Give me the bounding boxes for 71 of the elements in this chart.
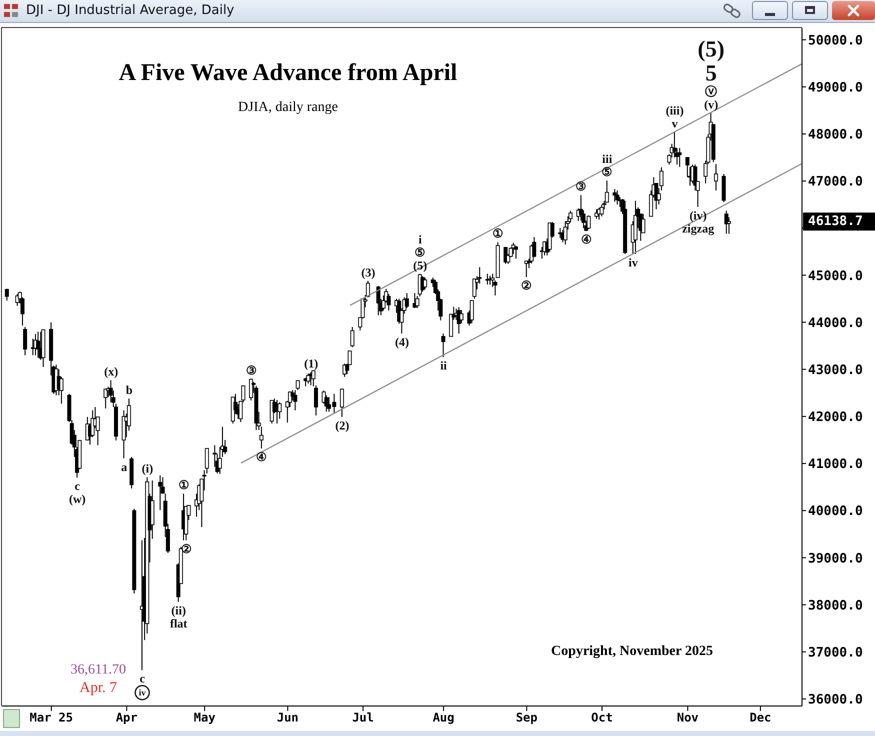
candlestick: [714, 164, 718, 191]
candlestick: [114, 403, 118, 441]
annotation: iii: [602, 152, 613, 166]
annotation: i: [418, 232, 423, 246]
annotation: (1): [304, 356, 318, 371]
y-tick-label: 39000.0: [808, 551, 863, 566]
annotation: a: [121, 460, 128, 474]
annotation: iv: [628, 256, 638, 270]
x-tick-label: Mar 25: [30, 710, 74, 725]
x-tick-label: May: [194, 710, 216, 725]
annotation: 36,611.70: [70, 662, 126, 678]
y-tick-label: 42000.0: [808, 410, 863, 426]
y-tick-label: 47000.0: [808, 174, 863, 190]
y-tick-label: 48000.0: [808, 128, 863, 143]
text: DJIA, daily range: [237, 100, 339, 116]
annotation: (5): [698, 36, 725, 62]
y-tick-label: 40000.0: [808, 504, 863, 520]
annotation: ②: [180, 542, 192, 556]
y-tick-label: 37000.0: [808, 645, 863, 660]
annotation: ii: [440, 358, 448, 373]
x-tick-label: Apr: [116, 710, 138, 725]
annotation: (ii): [171, 603, 186, 618]
annotation: ①: [178, 478, 190, 492]
annotation: ②: [521, 278, 532, 293]
annotation: ③: [576, 180, 587, 194]
annotation: (iii): [666, 104, 684, 118]
annotation: ①: [492, 226, 504, 241]
annotation: ⓥ: [705, 84, 718, 98]
annotation: ④: [256, 450, 268, 464]
x-tick-label: Oct: [591, 710, 613, 725]
annotation: (i): [142, 462, 154, 476]
annotation: (3): [361, 265, 376, 280]
annotation: flat: [170, 616, 188, 630]
text: DJI - DJ Industrial Average, Daily: [26, 3, 234, 18]
annotation: ⑤: [414, 245, 426, 260]
annotation: (x): [104, 364, 118, 379]
annotation: b: [126, 383, 133, 398]
annotation: Apr. 7: [80, 680, 118, 696]
annotation: 5: [705, 60, 717, 86]
annotation: zigzag: [682, 221, 714, 236]
y-tick-label: 50000.0: [808, 33, 863, 48]
x-tick-label: Nov: [676, 710, 699, 725]
annotation: c: [74, 479, 81, 494]
x-tick-label: Jun: [276, 710, 299, 725]
y-tick-label: 36000.0: [808, 692, 863, 708]
annotation: (2): [335, 418, 350, 432]
annotation: Copyright, November 2025: [550, 644, 714, 660]
y-tick-label: 44000.0: [808, 316, 863, 331]
y-tick-label: 41000.0: [808, 457, 863, 472]
text: A Five Wave Advance from April: [118, 60, 458, 87]
candlestick: [441, 333, 446, 358]
x-tick-label: Aug: [432, 710, 454, 725]
annotation: iv: [138, 688, 146, 698]
x-tick-label: Dec: [750, 710, 772, 725]
x-tick-label: Sep: [516, 710, 538, 725]
annotation: (4): [395, 335, 409, 350]
annotation: c: [140, 672, 146, 686]
y-tick-label: 38000.0: [808, 598, 863, 614]
annotation: (5): [413, 258, 428, 272]
annotation: ③: [246, 363, 257, 378]
y-tick-label: 49000.0: [808, 80, 863, 96]
annotation: ④: [580, 232, 592, 246]
annotation: ⑤: [602, 165, 613, 180]
y-tick-label: 43000.0: [808, 362, 863, 378]
text: 46138.7: [808, 214, 863, 230]
annotation: (iv): [689, 208, 707, 222]
annotation: (w): [68, 492, 86, 506]
annotation: (v): [704, 97, 718, 112]
annotation: v: [672, 116, 678, 131]
x-tick-label: Jul: [352, 710, 374, 725]
y-tick-label: 45000.0: [808, 268, 863, 284]
